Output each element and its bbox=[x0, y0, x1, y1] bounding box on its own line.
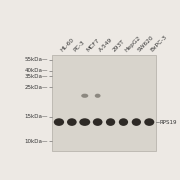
Text: A-549: A-549 bbox=[98, 37, 114, 53]
Text: 55kDa—: 55kDa— bbox=[25, 57, 48, 62]
Ellipse shape bbox=[144, 118, 154, 126]
Text: SW620: SW620 bbox=[137, 35, 155, 53]
Text: 10kDa—: 10kDa— bbox=[25, 139, 48, 144]
Ellipse shape bbox=[79, 118, 90, 126]
Text: PC-3: PC-3 bbox=[73, 40, 86, 53]
Ellipse shape bbox=[54, 118, 64, 126]
Text: 40kDa—: 40kDa— bbox=[25, 68, 48, 73]
Text: 25kDa—: 25kDa— bbox=[25, 85, 48, 90]
Text: HepG2: HepG2 bbox=[124, 35, 142, 53]
Text: HL-60: HL-60 bbox=[60, 37, 75, 53]
Text: 293T: 293T bbox=[111, 39, 125, 53]
Text: RPS19: RPS19 bbox=[160, 120, 177, 125]
Text: 35kDa—: 35kDa— bbox=[25, 74, 48, 79]
Bar bbox=[53, 55, 156, 151]
Ellipse shape bbox=[106, 118, 115, 126]
Ellipse shape bbox=[67, 118, 77, 126]
Ellipse shape bbox=[119, 118, 128, 126]
Ellipse shape bbox=[81, 94, 88, 98]
Ellipse shape bbox=[93, 118, 102, 126]
Text: MCF7: MCF7 bbox=[86, 38, 101, 53]
Ellipse shape bbox=[132, 118, 141, 126]
Text: BxPC-3: BxPC-3 bbox=[150, 34, 168, 53]
Text: 15kDa—: 15kDa— bbox=[25, 114, 48, 119]
Ellipse shape bbox=[95, 94, 101, 98]
